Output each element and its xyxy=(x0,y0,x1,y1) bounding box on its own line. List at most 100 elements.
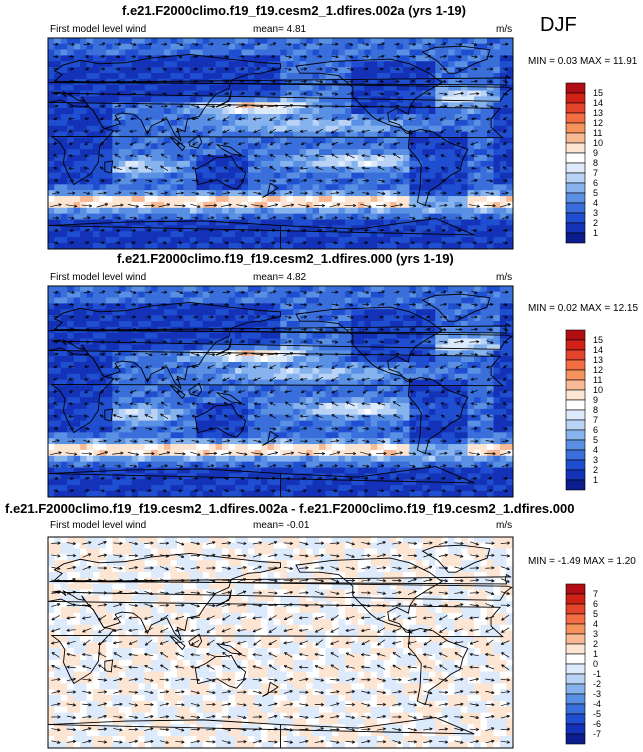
colorbar-swatch xyxy=(565,693,586,705)
wind-vector xyxy=(299,117,308,120)
colorbar-tick-label: 4 xyxy=(593,445,598,455)
wind-vector xyxy=(377,290,385,294)
wind-vector xyxy=(485,627,494,633)
wind-vector xyxy=(269,128,277,134)
wind-vector xyxy=(221,452,232,455)
wind-vector xyxy=(345,591,355,594)
wind-vector xyxy=(314,616,324,620)
wind-vector xyxy=(223,390,230,393)
wind-vector xyxy=(112,452,124,455)
wind-vector xyxy=(392,691,402,694)
wind-vector xyxy=(331,116,338,121)
wind-vector xyxy=(113,678,123,682)
colorbar-swatch xyxy=(565,429,586,441)
wind-vector xyxy=(393,390,400,393)
wind-vector xyxy=(331,465,338,467)
wind-vector xyxy=(83,192,91,195)
colorbar-tick-label: 9 xyxy=(593,148,598,158)
colorbar-tick-label: 8 xyxy=(593,158,598,168)
wind-vector xyxy=(298,204,310,207)
colorbar-swatch xyxy=(565,389,586,401)
wind-vector xyxy=(130,179,137,182)
wind-vector xyxy=(438,554,448,557)
wind-vector xyxy=(407,542,417,544)
wind-vector xyxy=(208,80,214,83)
wind-vector xyxy=(456,303,462,306)
wind-vector xyxy=(66,678,76,682)
wind-vector xyxy=(362,366,370,368)
wind-vector xyxy=(409,464,416,468)
wind-vector xyxy=(268,592,278,594)
wind-vector xyxy=(425,365,431,368)
wind-vector xyxy=(299,629,309,631)
wind-vector xyxy=(331,92,338,95)
wind-vector xyxy=(237,653,247,657)
wind-vector xyxy=(99,353,105,356)
wind-vector xyxy=(330,578,340,583)
wind-vector xyxy=(454,728,464,731)
wind-vector xyxy=(393,377,400,381)
wind-vector xyxy=(300,179,307,182)
wind-vector xyxy=(315,166,323,171)
wind-vector xyxy=(66,591,76,595)
wind-vector xyxy=(345,401,355,407)
wind-vector xyxy=(269,179,277,182)
wind-vector xyxy=(471,118,477,120)
wind-vector xyxy=(175,678,185,682)
wind-vector xyxy=(268,627,277,633)
wind-vector xyxy=(98,627,107,633)
wind-vector xyxy=(347,43,354,46)
wind-vector xyxy=(361,129,370,133)
wind-vector xyxy=(299,579,309,582)
wind-vector xyxy=(485,639,494,646)
coastline xyxy=(407,128,469,207)
wind-vector xyxy=(176,390,183,393)
wind-vector xyxy=(469,592,479,594)
wind-vector xyxy=(316,55,322,58)
wind-vector xyxy=(316,340,323,344)
colorbar-tick-label: 1 xyxy=(593,649,598,659)
colorbar-swatch xyxy=(565,359,586,371)
wind-vector xyxy=(207,154,215,158)
colorbar-swatch xyxy=(565,663,586,675)
wind-vector xyxy=(454,554,464,558)
wind-vector xyxy=(330,715,340,719)
coastline xyxy=(48,717,475,748)
wind-vector xyxy=(300,68,307,70)
wind-vector xyxy=(190,690,200,694)
wind-vector xyxy=(423,678,433,681)
wind-vector xyxy=(222,652,231,658)
wind-vector xyxy=(113,703,123,706)
wind-vector xyxy=(469,666,479,669)
wind-vector xyxy=(315,128,323,134)
wind-vector xyxy=(439,204,448,207)
wind-vector xyxy=(438,591,448,594)
wind-vector xyxy=(159,728,169,731)
wind-vector xyxy=(500,578,510,583)
wind-vector xyxy=(501,464,509,468)
wind-vector xyxy=(129,217,137,219)
wind-vector xyxy=(237,590,247,595)
wind-vector xyxy=(284,92,292,95)
wind-vector xyxy=(346,440,354,443)
colorbar-tick-label: 10 xyxy=(593,138,603,148)
wind-vector xyxy=(315,154,324,157)
wind-vector xyxy=(221,703,231,706)
wind-vector xyxy=(378,217,385,219)
wind-vector xyxy=(315,80,323,83)
wind-vector xyxy=(146,303,152,306)
wind-vector xyxy=(191,352,200,356)
wind-vector xyxy=(440,291,446,294)
wind-vector xyxy=(252,542,262,545)
wind-vector xyxy=(53,316,59,318)
coastline xyxy=(49,74,513,86)
wind-vector xyxy=(455,291,463,293)
panel-1-map xyxy=(47,37,514,250)
wind-vector xyxy=(206,591,216,595)
wind-vector xyxy=(502,340,508,343)
wind-vector xyxy=(68,216,75,219)
wind-vector xyxy=(53,142,59,145)
wind-vector xyxy=(485,727,495,732)
wind-vector xyxy=(254,428,261,430)
wind-vector xyxy=(285,364,292,369)
